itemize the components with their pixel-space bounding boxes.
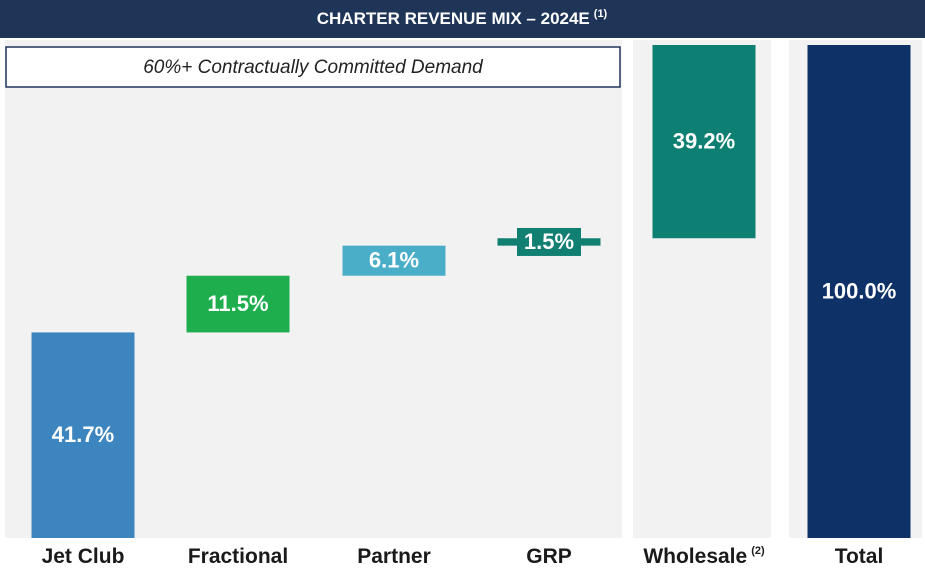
x-tick-label: Partner [357,545,431,568]
x-tick-label: Wholesale (2) [643,545,765,568]
label-box [517,227,581,256]
category-name: Total [835,545,884,568]
x-tick-label: GRP [526,545,572,568]
value-label: 1.5% [524,229,574,254]
title-note: (1) [594,8,608,20]
annotation-box [5,46,621,88]
value-label: 100.0% [822,278,897,303]
value-label: 39.2% [673,128,735,153]
bar [186,275,290,333]
value-label: 6.1% [369,248,419,273]
title-bar [0,0,925,38]
bar [807,45,911,538]
value-label: 11.5% [207,291,268,316]
category-name: Partner [357,545,431,568]
category-name: Wholesale [643,545,747,568]
x-tick-label: Fractional [188,545,288,568]
annotation: 60%+ Contractually Committed Demand [143,57,484,78]
bar [342,245,446,276]
category-note: (2) [751,545,765,557]
category-name: Fractional [188,545,288,568]
x-tick-label: Jet Club [42,545,125,568]
title-text: CHARTER REVENUE MIX – 2024E [317,9,590,28]
bar [31,332,135,538]
value-label: 41.7% [52,422,114,447]
x-tick-label: Total [835,545,884,568]
chart-title: CHARTER REVENUE MIX – 2024E (1) [317,8,608,29]
category-name: GRP [526,545,572,568]
bar [652,45,756,239]
category-name: Jet Club [42,545,125,568]
